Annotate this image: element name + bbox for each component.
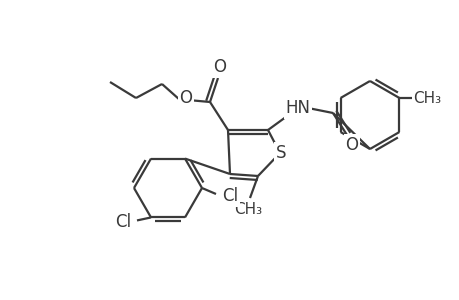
Text: O: O xyxy=(213,58,226,76)
Text: Cl: Cl xyxy=(221,187,238,205)
Text: Cl: Cl xyxy=(115,213,131,231)
Text: O: O xyxy=(179,89,192,107)
Text: HN: HN xyxy=(285,99,310,117)
Text: S: S xyxy=(275,144,285,162)
Text: O: O xyxy=(345,136,358,154)
Text: CH₃: CH₃ xyxy=(234,202,262,217)
Text: CH₃: CH₃ xyxy=(413,91,441,106)
